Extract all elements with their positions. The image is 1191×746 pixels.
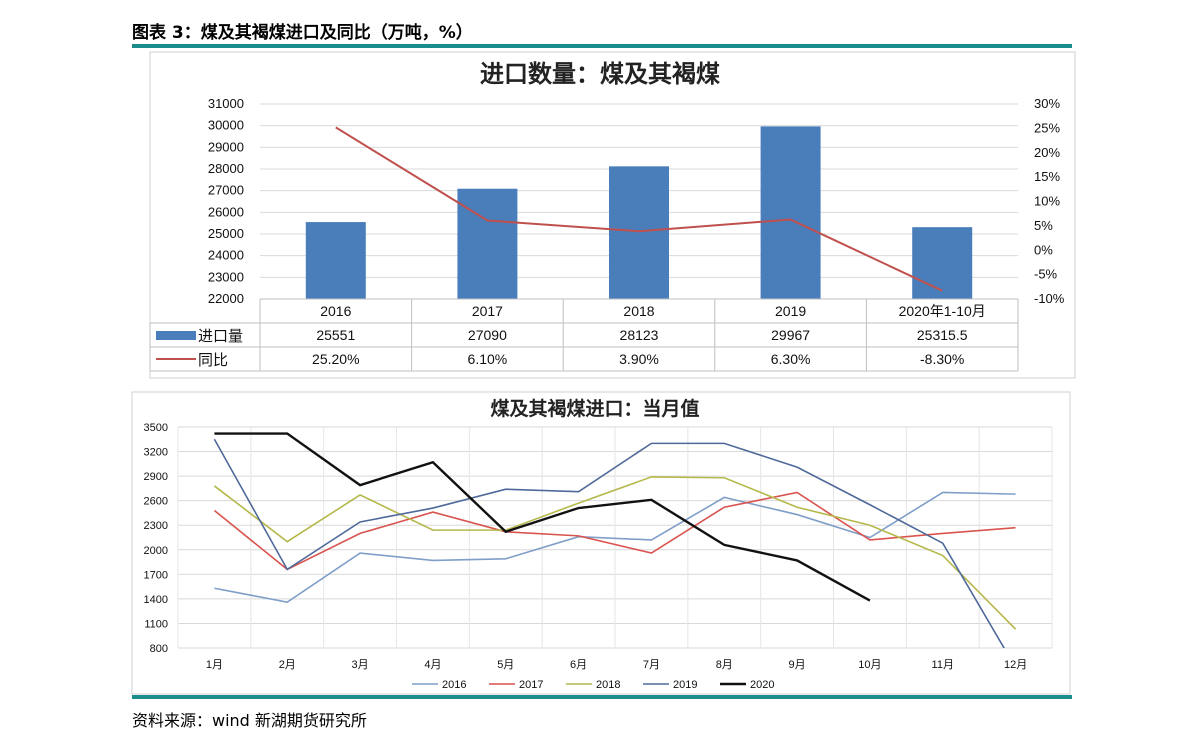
chart2-legend-label: 2020: [750, 679, 774, 691]
chart1-bar: [609, 166, 669, 299]
chart2-x-tick: 4月: [424, 659, 441, 671]
top-divider: [132, 44, 1072, 48]
chart1-y2-tick: 20%: [1034, 145, 1060, 160]
chart1-category-label: 2019: [775, 303, 806, 319]
chart2-series-2020: [214, 432, 871, 602]
chart2-x-tick: 7月: [643, 659, 660, 671]
chart1-y2-tick: 10%: [1034, 194, 1060, 209]
chart1-yoy-line: [335, 126, 943, 292]
chart1-y-tick: 23000: [208, 269, 244, 284]
chart1-y2-axis: 30% 25% 20% 15% 10% 5% 0% -5% -10%: [1034, 96, 1065, 306]
chart2-legend-label: 2017: [519, 679, 543, 691]
chart1-legend-bar-label: 进口量: [198, 327, 243, 345]
chart1-yoy-value: 3.90%: [619, 351, 659, 367]
chart1-bar: [305, 222, 366, 299]
chart1-category-label: 2020年1-10月: [899, 303, 986, 319]
chart1-legend-bar-key: [156, 331, 196, 340]
chart1-bar-value: 27090: [468, 327, 507, 343]
chart1-y2-tick: 30%: [1034, 96, 1060, 111]
chart2-x-axis: 1月 2月 3月 4月 5月 6月 7月 8月 9月 10月 11月 12月: [206, 659, 1027, 671]
chart1-y-tick: 31000: [208, 96, 244, 111]
chart1-bar-value: 29967: [771, 327, 810, 343]
chart2-y-tick: 3200: [144, 447, 168, 459]
chart2-x-tick: 10月: [858, 659, 881, 671]
chart1-bars: [305, 126, 973, 299]
chart2-x-tick: 1月: [206, 659, 223, 671]
chart1-bar-value: 25315.5: [917, 327, 968, 343]
chart2-y-tick: 2000: [144, 545, 168, 557]
chart1-y-tick: 22000: [208, 291, 244, 306]
chart1-category-label: 2017: [472, 303, 503, 319]
chart2-series-2019: [213, 438, 1006, 648]
chart1-yoy-value: -8.30%: [920, 351, 964, 367]
chart2-x-tick: 8月: [716, 659, 733, 671]
chart1-yoy-value: 6.30%: [771, 351, 811, 367]
chart1-yoy-value: 25.20%: [312, 351, 359, 367]
chart1-yoy-polyline: [335, 126, 943, 292]
chart1-y2-tick: 5%: [1034, 218, 1053, 233]
chart2-x-tick: 12月: [1004, 659, 1027, 671]
chart2-y-tick: 1400: [144, 594, 168, 606]
bottom-divider: [132, 695, 1072, 699]
chart1-y-tick: 26000: [208, 204, 244, 219]
page-title: 图表 3：煤及其褐煤进口及同比（万吨，%）: [132, 23, 473, 43]
chart2-x-tick: 9月: [789, 659, 806, 671]
chart2-y-tick: 800: [150, 643, 168, 655]
chart2-gridlines: [177, 426, 1053, 649]
chart1-yoy-value: 6.10%: [468, 351, 508, 367]
chart1-y-tick: 24000: [208, 248, 244, 263]
chart1-y-tick: 29000: [208, 139, 244, 154]
chart2-x-tick: 5月: [497, 659, 514, 671]
chart1-legend-line-label: 同比: [198, 351, 228, 369]
chart2-y-tick: 1700: [144, 569, 168, 581]
chart2-x-tick: 3月: [352, 659, 369, 671]
chart2-y-tick: 3500: [144, 422, 168, 434]
chart2-y-tick: 1100: [144, 618, 168, 630]
chart2-y-axis: 3500 3200 2900 2600 2300 2000 1700 1400 1100 800: [144, 422, 168, 655]
chart1-bar: [457, 188, 518, 299]
chart1-y2-tick: 25%: [1034, 120, 1060, 135]
chart2-y-tick: 2300: [144, 520, 168, 532]
chart2-x-tick: 2月: [279, 659, 296, 671]
chart1-y-axis: 31000 30000 29000 28000 27000 26000 25000 24000…: [208, 96, 244, 306]
chart2-legend-label: 2016: [442, 679, 466, 691]
chart1-y2-tick: 15%: [1034, 169, 1060, 184]
chart1-bar-value: 28123: [620, 327, 659, 343]
chart1-title: 进口数量：煤及其褐煤: [480, 60, 720, 88]
chart1-category-label: 2018: [623, 303, 654, 319]
source-note: 资料来源：wind 新湖期货研究所: [132, 711, 367, 730]
chart2-x-tick: 6月: [570, 659, 587, 671]
chart1-bar-value: 25551: [316, 327, 355, 343]
chart1-y2-tick: 0%: [1034, 242, 1053, 257]
chart2-series-2018: [213, 476, 1017, 630]
chart1-y-tick: 28000: [208, 161, 244, 176]
chart1-y-tick: 27000: [208, 183, 244, 198]
chart2-legend-label: 2019: [673, 679, 697, 691]
chart1-bar: [912, 227, 973, 299]
chart2-legend-label: 2018: [596, 679, 620, 691]
chart1-bar: [760, 126, 821, 299]
chart2-y-tick: 2600: [144, 496, 168, 508]
chart2-legend: 2016 2017 2018 2019 2020: [412, 679, 774, 691]
chart1-category-label: 2016: [320, 303, 351, 319]
chart2-x-tick: 11月: [932, 659, 954, 671]
chart1-y-tick: 25000: [208, 226, 244, 241]
chart1-y2-tick: -5%: [1034, 267, 1058, 282]
chart2-y-tick: 2900: [144, 471, 168, 483]
chart1-y2-tick: -10%: [1034, 291, 1065, 306]
chart1-y-tick: 30000: [208, 118, 244, 133]
chart2-series-lines: [213, 432, 1017, 648]
chart2-title: 煤及其褐煤进口：当月值: [490, 397, 699, 420]
chart2-series-2017: [213, 491, 1016, 571]
